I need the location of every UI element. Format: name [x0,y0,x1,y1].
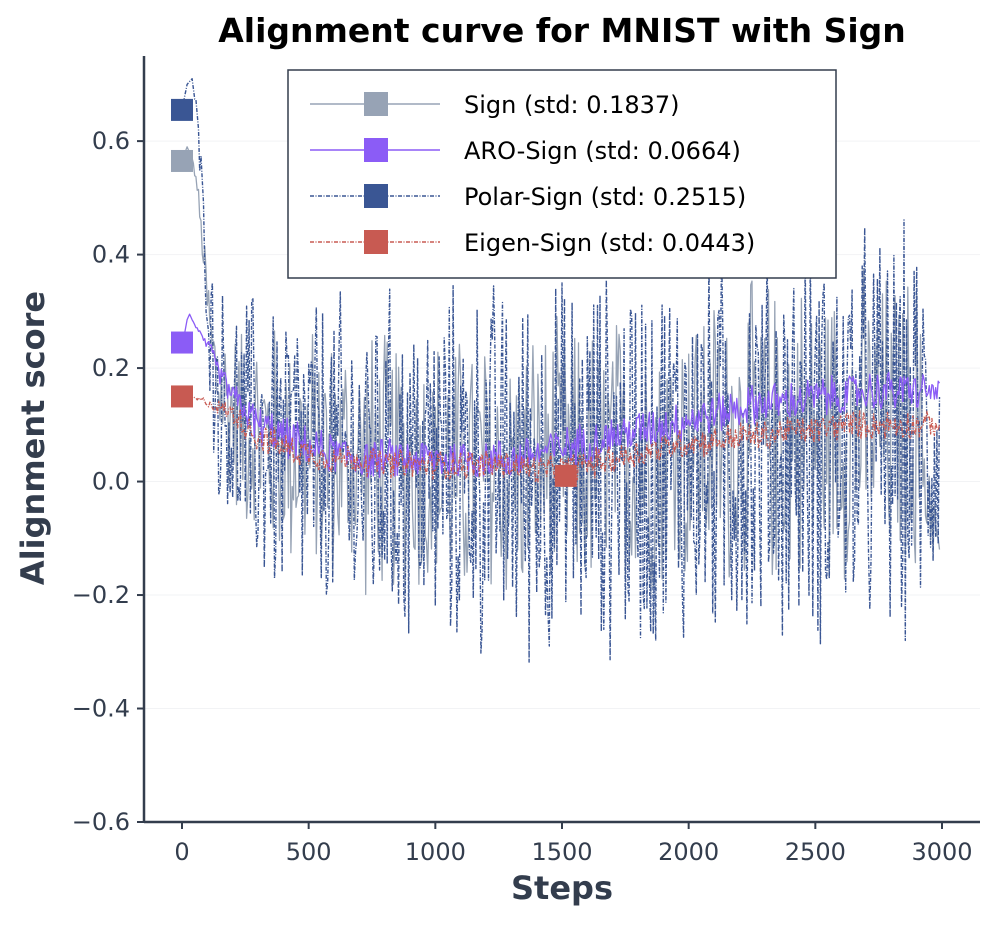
annotation-marker-0 [554,464,577,487]
x-tick-label-0: 0 [174,838,189,866]
series-marker-3 [171,385,193,408]
x-tick-label-3: 1500 [531,838,592,866]
x-tick-label-4: 2000 [658,838,719,866]
chart-title: Alignment curve for MNIST with Sign [218,11,906,50]
legend-marker-3 [364,230,388,254]
legend-marker-1 [364,138,388,162]
x-tick-label-1: 500 [286,838,332,866]
y-tick-label-2: 0.2 [92,354,130,382]
legend-layer: Sign (std: 0.1837) ARO-Sign (std: 0.0664)… [287,69,837,279]
legend-label-2: Polar-Sign (std: 0.2515) [464,183,746,211]
axes-layer: 0 500 1000 1500 2000 2500 3000 0.6 0.4 0.2 0.0 −0.2… [72,56,980,866]
x-tick-label-6: 3000 [911,838,972,866]
y-tick-label-4: −0.2 [72,581,130,609]
legend-marker-0 [364,92,388,116]
x-tick-label-5: 2500 [785,838,846,866]
series-marker-0 [171,149,193,172]
series-marker-1 [171,331,193,354]
legend-marker-2 [364,184,388,208]
y-tick-label-5: −0.4 [72,695,130,723]
y-axis-label: Alignment score [14,291,52,585]
x-tick-label-2: 1000 [405,838,466,866]
series-line-2 [181,78,941,663]
y-tick-label-1: 0.4 [92,241,130,269]
legend-label-1: ARO-Sign (std: 0.0664) [464,137,741,165]
y-tick-label-0: 0.6 [92,127,130,155]
y-tick-label-6: −0.6 [72,808,130,836]
series-line-0 [181,146,941,597]
y-tick-label-3: 0.0 [92,468,130,496]
legend-label-0: Sign (std: 0.1837) [464,91,680,119]
x-axis-label: Steps [511,869,613,907]
series-line-3 [181,392,941,486]
series-layer [171,78,941,663]
series-marker-2 [171,98,193,121]
legend-label-3: Eigen-Sign (std: 0.0443) [464,229,755,257]
